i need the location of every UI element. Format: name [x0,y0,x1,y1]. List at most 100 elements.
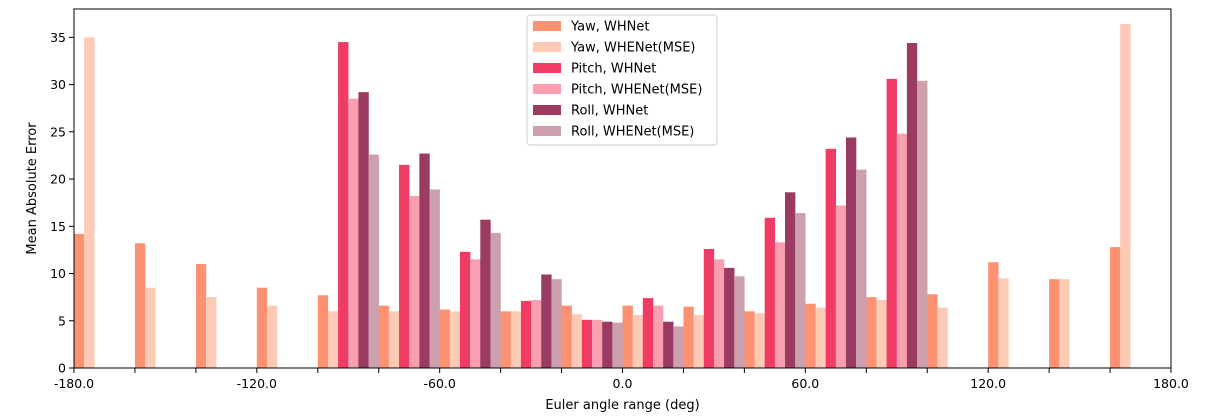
bar-roll-whnet-bin-8 [602,321,613,368]
y-tick-label: 5 [58,313,66,328]
bar-roll-whnet-bin-6 [480,219,491,368]
bar-pitch-whnet-bin-7 [520,300,532,368]
bar-yaw-whenet-mse--bin-0 [84,37,95,369]
legend-swatch [533,42,561,52]
legend-label: Yaw, WHENet(MSE) [570,41,696,56]
bar-yaw-whnet-bin-9 [622,305,633,368]
bar-yaw-whenet-mse--bin-7 [510,311,522,368]
bar-yaw-whnet-bin-2 [195,264,207,368]
y-tick-label: 0 [58,361,66,376]
bar-yaw-whnet-bin-8 [561,305,572,368]
x-axis-label: Euler angle range (deg) [545,398,699,413]
bar-roll-whenet-mse--bin-7 [551,279,562,368]
bar-yaw-whenet-mse--bin-6 [449,311,461,368]
y-tick-label: 10 [50,266,66,281]
bar-yaw-whnet-bin-1 [134,243,146,368]
legend-label: Pitch, WHENet(MSE) [571,83,702,98]
bar-roll-whenet-mse--bin-10 [734,276,745,368]
bar-pitch-whnet-bin-10 [703,248,715,368]
bar-yaw-whnet-bin-15 [988,262,999,368]
legend-swatch [533,105,561,115]
bar-yaw-whenet-mse--bin-17 [1120,24,1131,369]
bar-yaw-whenet-mse--bin-3 [266,305,278,368]
bar-yaw-whnet-bin-11 [744,311,755,368]
bar-yaw-whnet-bin-12 [805,303,816,368]
bar-roll-whenet-mse--bin-12 [856,169,867,368]
x-axis: -180.0 -120.0 -60.0 0.0 60.0 120.0 180.0 [54,368,1189,391]
bar-yaw-whenet-mse--bin-11 [754,313,765,368]
y-axis: 0 5 10 15 20 25 30 35 [50,30,74,376]
bar-yaw-whenet-mse--bin-4 [327,311,339,368]
x-tick-label: 120.0 [970,376,1006,391]
bar-yaw-whnet-bin-7 [500,311,511,368]
y-tick-label: 30 [50,77,66,92]
bar-roll-whnet-bin-13 [906,43,918,368]
x-tick-label: -120.0 [237,376,277,391]
bar-roll-whnet-bin-12 [845,137,857,368]
legend-swatch [533,21,561,31]
bar-yaw-whenet-mse--bin-12 [815,307,826,368]
bar-pitch-whenet-mse--bin-9 [652,305,664,368]
bar-yaw-whnet-bin-4 [317,295,329,368]
legend-swatch [533,126,561,136]
bar-pitch-whenet-mse--bin-7 [531,299,542,368]
bar-pitch-whnet-bin-9 [642,298,654,368]
bar-pitch-whenet-mse--bin-8 [592,319,603,368]
bar-roll-whenet-mse--bin-5 [429,189,440,368]
bar-pitch-whenet-mse--bin-10 [713,259,725,368]
bar-yaw-whenet-mse--bin-1 [145,287,156,368]
legend-box [526,14,718,146]
bar-roll-whnet-bin-10 [724,267,735,368]
x-tick-label: 0.0 [613,376,633,391]
bar-yaw-whnet-bin-6 [439,309,451,368]
bar-pitch-whenet-mse--bin-4 [348,98,359,368]
bar-yaw-whenet-mse--bin-14 [937,307,948,368]
bar-roll-whenet-mse--bin-8 [612,322,623,368]
bar-yaw-whnet-bin-10 [683,306,694,368]
bar-pitch-whenet-mse--bin-5 [409,196,420,368]
y-tick-label: 20 [50,172,66,187]
bar-roll-whenet-mse--bin-6 [490,232,501,368]
bar-pitch-whnet-bin-5 [399,164,410,368]
bar-pitch-whnet-bin-13 [886,78,897,368]
bar-pitch-whenet-mse--bin-12 [835,205,847,368]
x-tick-label: 180.0 [1153,376,1189,391]
legend-label: Roll, WHNet [571,104,648,119]
bar-pitch-whnet-bin-8 [581,319,593,368]
legend-label: Roll, WHENet(MSE) [571,125,694,140]
bar-yaw-whenet-mse--bin-9 [632,315,644,368]
bar-yaw-whenet-mse--bin-13 [876,299,887,368]
bar-yaw-whnet-bin-16 [1049,279,1060,368]
bar-pitch-whnet-bin-6 [459,251,471,368]
bar-pitch-whnet-bin-4 [338,42,349,368]
bar-yaw-whenet-mse--bin-16 [1059,279,1070,368]
bar-yaw-whenet-mse--bin-5 [388,311,400,368]
bar-yaw-whnet-bin-14 [927,294,938,368]
bar-yaw-whenet-mse--bin-8 [571,314,583,368]
bar-pitch-whenet-mse--bin-6 [470,259,481,368]
x-tick-label: 60.0 [791,376,819,391]
legend-swatch [533,63,561,73]
bar-roll-whnet-bin-11 [785,192,796,368]
bar-roll-whenet-mse--bin-9 [673,326,684,368]
bar-roll-whenet-mse--bin-4 [368,154,379,368]
bar-roll-whenet-mse--bin-13 [917,80,928,369]
y-tick-label: 35 [50,30,66,45]
bar-yaw-whnet-bin-13 [866,297,877,368]
bar-pitch-whnet-bin-11 [764,217,776,368]
bar-yaw-whnet-bin-5 [378,305,390,368]
legend-label: Pitch, WHNet [571,62,656,77]
bar-pitch-whenet-mse--bin-11 [774,242,786,368]
legend-swatch [533,84,561,94]
y-tick-label: 15 [50,219,66,234]
y-tick-label: 25 [50,124,66,139]
x-tick-label: -60.0 [423,376,455,391]
bar-yaw-whenet-mse--bin-15 [998,278,1009,368]
y-axis-label: Mean Absolute Error [25,122,40,255]
legend-label: Yaw, WHNet [570,20,649,35]
bars-layer [74,24,1131,369]
bar-roll-whnet-bin-9 [663,321,674,368]
bar-yaw-whnet-bin-0 [74,233,85,368]
bar-roll-whnet-bin-5 [419,153,430,368]
